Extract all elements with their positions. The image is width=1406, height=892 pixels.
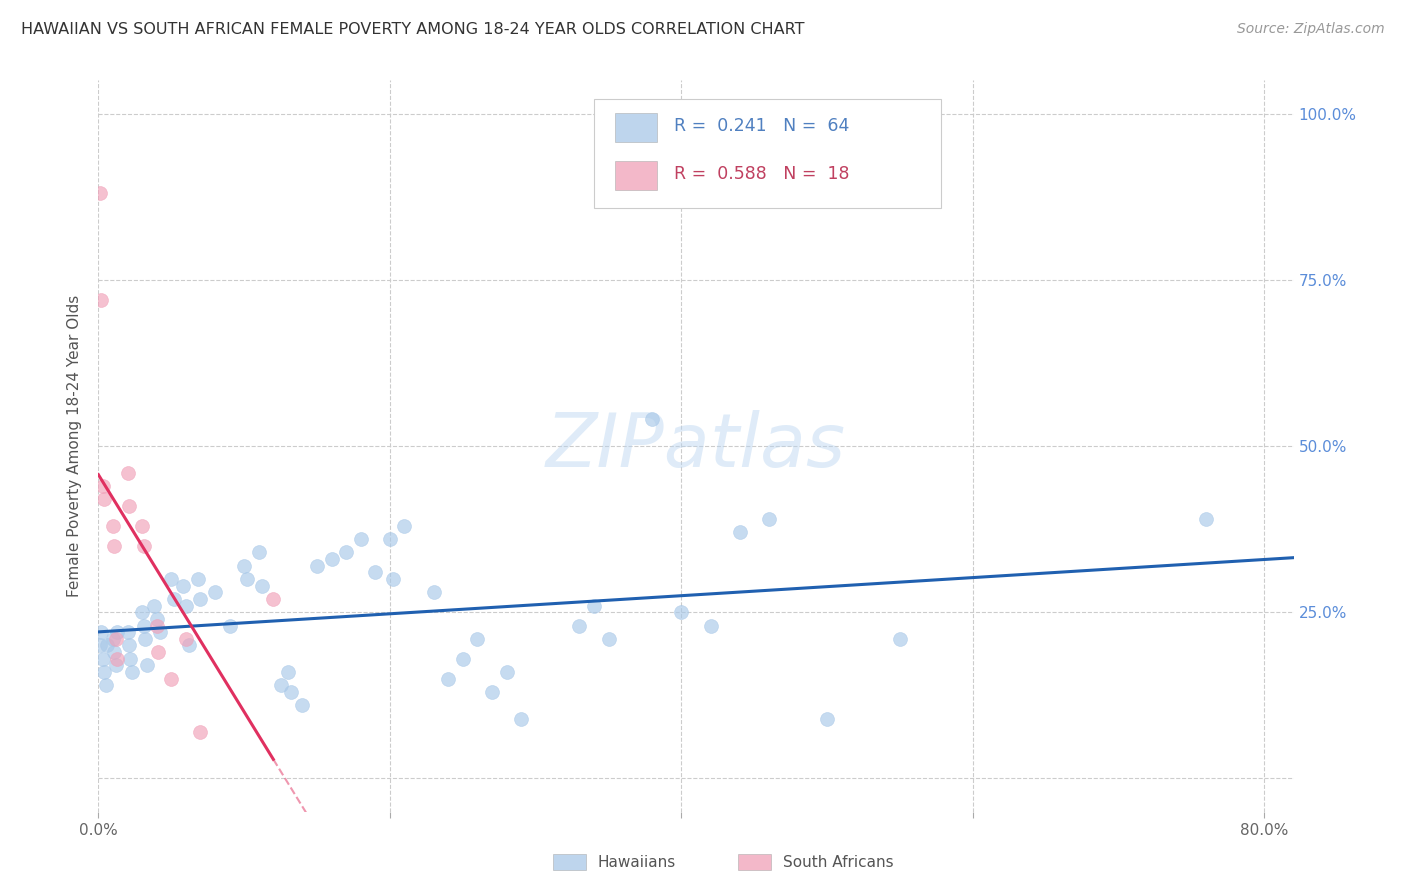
- Point: [728, 525, 751, 540]
- Point: [118, 499, 141, 513]
- Point: [135, 658, 157, 673]
- Point: [481, 685, 503, 699]
- Point: [104, 658, 127, 673]
- Text: Source: ZipAtlas.com: Source: ZipAtlas.com: [1237, 22, 1385, 37]
- Point: [101, 518, 124, 533]
- Point: [364, 566, 387, 580]
- Point: [120, 652, 142, 666]
- Point: [134, 632, 156, 646]
- Point: [204, 585, 226, 599]
- Point: [495, 665, 517, 679]
- Point: [172, 579, 194, 593]
- Point: [815, 712, 838, 726]
- Point: [233, 558, 256, 573]
- FancyBboxPatch shape: [595, 99, 941, 209]
- Text: HAWAIIAN VS SOUTH AFRICAN FEMALE POVERTY AMONG 18-24 YEAR OLDS CORRELATION CHART: HAWAIIAN VS SOUTH AFRICAN FEMALE POVERTY…: [21, 22, 804, 37]
- Point: [160, 672, 183, 686]
- Point: [250, 579, 273, 593]
- Text: R =  0.241   N =  64: R = 0.241 N = 64: [675, 118, 849, 136]
- Point: [91, 652, 114, 666]
- Point: [568, 618, 591, 632]
- Point: [236, 572, 259, 586]
- Point: [889, 632, 911, 646]
- Point: [335, 545, 357, 559]
- Point: [582, 599, 605, 613]
- Point: [218, 618, 240, 632]
- Point: [90, 293, 112, 307]
- Point: [321, 552, 343, 566]
- Point: [671, 605, 693, 619]
- Point: [142, 599, 165, 613]
- Point: [148, 645, 170, 659]
- Point: [270, 678, 292, 692]
- Point: [118, 639, 141, 653]
- Point: [105, 625, 128, 640]
- Point: [381, 572, 404, 586]
- Point: [190, 725, 212, 739]
- Text: ZIPatlas: ZIPatlas: [546, 410, 846, 482]
- Point: [510, 712, 533, 726]
- Point: [160, 572, 183, 586]
- Point: [394, 518, 416, 533]
- Point: [104, 632, 127, 646]
- Point: [90, 625, 112, 640]
- Point: [350, 532, 373, 546]
- Point: [163, 591, 186, 606]
- Point: [1195, 512, 1218, 526]
- Text: South Africans: South Africans: [783, 855, 894, 870]
- Point: [598, 632, 620, 646]
- Bar: [553, 855, 586, 871]
- Point: [177, 639, 200, 653]
- Point: [186, 572, 208, 586]
- Point: [174, 599, 197, 613]
- Point: [699, 618, 721, 632]
- Point: [305, 558, 328, 573]
- Y-axis label: Female Poverty Among 18-24 Year Olds: Female Poverty Among 18-24 Year Olds: [67, 295, 83, 597]
- Point: [117, 466, 139, 480]
- Point: [145, 618, 167, 632]
- Point: [103, 539, 125, 553]
- Text: Hawaiians: Hawaiians: [598, 855, 676, 870]
- Point: [117, 625, 139, 640]
- Point: [93, 492, 115, 507]
- Point: [89, 639, 111, 653]
- Point: [247, 545, 270, 559]
- Point: [174, 632, 197, 646]
- Point: [277, 665, 299, 679]
- Point: [145, 612, 167, 626]
- Bar: [614, 161, 657, 190]
- Point: [105, 652, 128, 666]
- Point: [93, 665, 115, 679]
- Point: [132, 539, 155, 553]
- Point: [641, 412, 664, 426]
- Point: [91, 479, 114, 493]
- Point: [190, 591, 212, 606]
- Point: [758, 512, 780, 526]
- Text: R =  0.588   N =  18: R = 0.588 N = 18: [675, 165, 851, 183]
- Point: [378, 532, 401, 546]
- Point: [291, 698, 314, 713]
- Point: [262, 591, 284, 606]
- Point: [280, 685, 302, 699]
- Point: [94, 678, 117, 692]
- Point: [422, 585, 444, 599]
- Point: [103, 645, 125, 659]
- Point: [467, 632, 489, 646]
- Point: [131, 518, 153, 533]
- Point: [121, 665, 143, 679]
- Point: [451, 652, 474, 666]
- Bar: [614, 113, 657, 143]
- Point: [96, 639, 118, 653]
- Point: [131, 605, 153, 619]
- Point: [149, 625, 172, 640]
- Point: [89, 186, 111, 201]
- Point: [437, 672, 460, 686]
- Bar: [738, 855, 772, 871]
- Point: [132, 618, 155, 632]
- Point: [101, 632, 124, 646]
